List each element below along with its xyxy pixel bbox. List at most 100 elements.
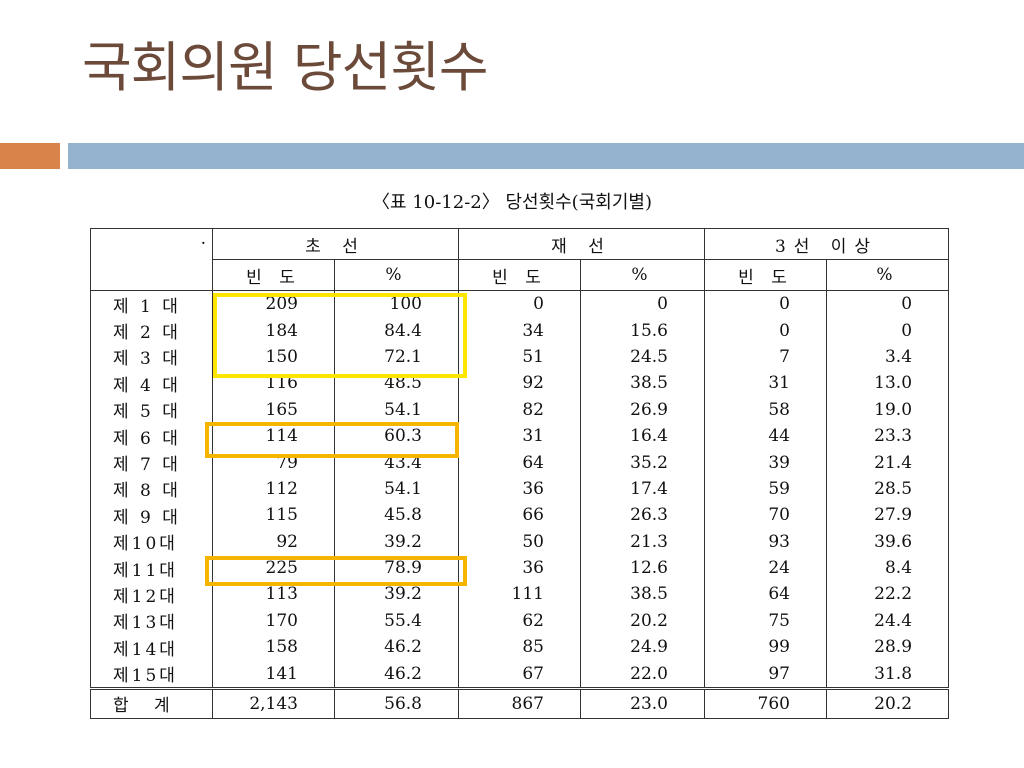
table-cell: 75	[704, 607, 827, 635]
row-label: 제 4 대	[90, 370, 213, 397]
table-row: 제 3 대 150 72.1 51 24.5 7 3.4	[90, 343, 950, 371]
table-body: 제 1 대 209 100 0 0 0 0 제 2 대 184 84.4 34 15.6 0 0 제 3 대…	[90, 290, 950, 689]
table-row: 제 9 대 115 45.8 66 26.3 70 27.9	[90, 502, 950, 529]
table-cell: 28.5	[825, 475, 950, 503]
table-cell: 0	[580, 290, 705, 318]
table-cell: 19.0	[825, 396, 950, 423]
table-cell: 3.4	[825, 343, 950, 371]
table-cell: 112	[212, 475, 335, 503]
table-cell: 62	[458, 607, 581, 635]
table-cell: 55.4	[334, 607, 459, 635]
group-header-third: 3선 이상	[703, 228, 950, 260]
total-label: 합 계	[90, 686, 213, 719]
table-cell: 51	[458, 343, 581, 371]
sub-header: 빈 도	[458, 259, 581, 291]
table-cell: 0	[825, 290, 950, 318]
row-label: 제12대	[90, 581, 213, 608]
table-cell: 54.1	[334, 475, 459, 503]
table-cell: 46.2	[334, 660, 459, 689]
row-label: 제13대	[90, 607, 213, 635]
table-row: 제14대 158 46.2 85 24.9 99 28.9	[90, 634, 950, 661]
table-cell: 24.9	[580, 634, 705, 661]
total-cell: 56.8	[334, 686, 459, 719]
table-cell: 8.4	[825, 554, 950, 582]
table-cell: 64	[704, 581, 827, 608]
row-label: 제10대	[90, 528, 213, 555]
table-row: 제11대 225 78.9 36 12.6 24 8.4	[90, 554, 950, 582]
election-count-table: . 초 선 재 선 3선 이상 빈 도 % 빈 도 % 빈 도 % 제 1 대 2…	[90, 228, 950, 719]
table-cell: 22.0	[580, 660, 705, 689]
table-cell: 165	[212, 396, 335, 423]
table-cell: 22.2	[825, 581, 950, 608]
sub-header: 빈 도	[212, 259, 335, 291]
table-cell: 24.4	[825, 607, 950, 635]
table-cell: 84.4	[334, 317, 459, 344]
row-label: 제 1 대	[90, 290, 213, 318]
total-cell: 23.0	[580, 686, 705, 719]
table-row: 제12대 113 39.2 111 38.5 64 22.2	[90, 581, 950, 608]
table-cell: 66	[458, 502, 581, 529]
row-label: 제11대	[90, 554, 213, 582]
table-row: 제 6 대 114 60.3 31 16.4 44 23.3	[90, 422, 950, 450]
highlight-rows-1-3	[213, 293, 467, 378]
corner-dot: .	[200, 229, 206, 249]
total-cell: 20.2	[825, 686, 950, 719]
total-cell: 867	[458, 686, 581, 719]
table-cell: 72.1	[334, 343, 459, 371]
total-cell: 2,143	[212, 686, 335, 719]
table-cell: 7	[704, 343, 827, 371]
table-cell: 45.8	[334, 502, 459, 529]
row-label: 제14대	[90, 634, 213, 661]
sub-header: %	[580, 259, 705, 291]
table-cell: 24.5	[580, 343, 705, 371]
table-cell: 111	[458, 581, 581, 608]
table-cell: 21.3	[580, 528, 705, 555]
table-cell: 54.1	[334, 396, 459, 423]
row-label: 제 6 대	[90, 422, 213, 450]
highlight-row-6	[205, 422, 459, 458]
table-cell: 58	[704, 396, 827, 423]
table-cell: 36	[458, 475, 581, 503]
sub-header: 빈 도	[704, 259, 827, 291]
table-cell: 31	[704, 370, 827, 397]
table-cell: 85	[458, 634, 581, 661]
table-row: 제 5 대 165 54.1 82 26.9 58 19.0	[90, 396, 950, 423]
accent-bar-blue	[68, 143, 1024, 169]
table-cell: 99	[704, 634, 827, 661]
table-row: 제 7 대 79 43.4 64 35.2 39 21.4	[90, 449, 950, 476]
table-cell: 27.9	[825, 502, 950, 529]
table-cell: 67	[458, 660, 581, 689]
table-cell: 20.2	[580, 607, 705, 635]
table-cell: 170	[212, 607, 335, 635]
table-container: . 초 선 재 선 3선 이상 빈 도 % 빈 도 % 빈 도 % 제 1 대 2…	[90, 228, 950, 719]
table-cell: 150	[212, 343, 335, 371]
table-cell: 82	[458, 396, 581, 423]
table-cell: 46.2	[334, 634, 459, 661]
table-cell: 0	[825, 317, 950, 344]
table-cell: 38.5	[580, 370, 705, 397]
table-cell: 28.9	[825, 634, 950, 661]
table-cell: 17.4	[580, 475, 705, 503]
table-cell: 23.3	[825, 422, 950, 450]
sub-header: %	[825, 259, 950, 291]
row-label: 제 3 대	[90, 343, 213, 371]
accent-bar-orange	[0, 143, 60, 169]
sub-header: %	[334, 259, 459, 291]
row-label: 제15대	[90, 660, 213, 689]
table-cell: 44	[704, 422, 827, 450]
table-cell: 12.6	[580, 554, 705, 582]
table-cell: 92	[458, 370, 581, 397]
table-cell: 70	[704, 502, 827, 529]
table-cell: 92	[212, 528, 335, 555]
table-row: 제 8 대 112 54.1 36 17.4 59 28.5	[90, 475, 950, 503]
highlight-row-11	[205, 556, 467, 586]
table-cell: 39.2	[334, 528, 459, 555]
table-cell: 15.6	[580, 317, 705, 344]
table-cell: 60.3	[334, 422, 459, 450]
table-cell: 0	[704, 290, 827, 318]
table-cell: 26.3	[580, 502, 705, 529]
table-cell: 31	[458, 422, 581, 450]
table-cell: 0	[704, 317, 827, 344]
table-cell: 93	[704, 528, 827, 555]
table-cell: 13.0	[825, 370, 950, 397]
